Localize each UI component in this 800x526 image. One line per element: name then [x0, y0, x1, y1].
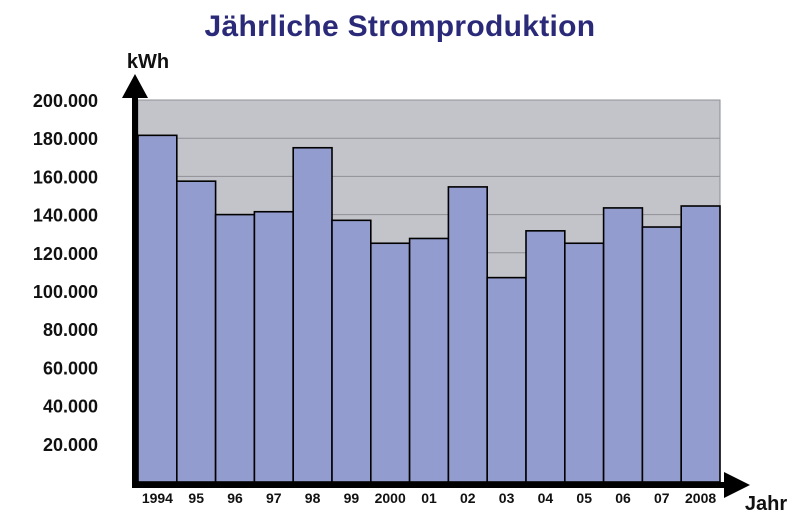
y-tick-labels: 20.000 40.000 60.000 80.000 100.000 120.000 14… [33, 91, 98, 455]
x-tick-labels: 1994 95 96 97 98 99 2000 01 02 03 04 05 06 07 2008 [142, 490, 717, 506]
bar-07 [641, 226, 683, 483]
x-tick-label: 2008 [685, 490, 716, 506]
bar-96 [214, 213, 256, 483]
y-tick-label: 20.000 [43, 435, 98, 455]
bar-98 [292, 146, 333, 483]
bars [137, 134, 721, 483]
bar-02 [447, 186, 488, 483]
bar-04 [525, 230, 566, 483]
x-axis-label: Jahr [745, 493, 787, 515]
y-axis-label: kWh [127, 51, 169, 73]
bar-06 [602, 207, 644, 483]
x-tick-label: 1994 [142, 490, 173, 506]
bar-95 [176, 180, 217, 483]
x-tick-label: 99 [344, 490, 360, 506]
y-tick-label: 200.000 [33, 91, 98, 111]
bar-01 [408, 237, 450, 483]
y-tick-label: 40.000 [43, 397, 98, 417]
x-tick-label: 03 [499, 490, 515, 506]
x-tick-label: 06 [615, 490, 631, 506]
y-tick-label: 100.000 [33, 282, 98, 302]
bar-97 [253, 210, 294, 483]
bar-99 [331, 219, 372, 483]
x-tick-label: 05 [576, 490, 592, 506]
x-tick-label: 97 [266, 490, 282, 506]
x-tick-label: 02 [460, 490, 476, 506]
y-axis-arrow [122, 74, 148, 98]
bar-03 [486, 276, 527, 483]
bar-1994 [137, 134, 178, 483]
chart-title: Jährliche Stromproduktion [204, 10, 596, 43]
y-tick-label: 80.000 [43, 320, 98, 340]
x-tick-label: 2000 [375, 490, 406, 506]
axes [122, 74, 750, 498]
x-tick-label: 95 [188, 490, 204, 506]
y-tick-label: 140.000 [33, 206, 98, 226]
x-tick-label: 98 [305, 490, 321, 506]
x-axis-arrow [724, 472, 750, 498]
bar-2008 [680, 205, 721, 483]
x-tick-label: 01 [421, 490, 437, 506]
y-tick-label: 180.000 [33, 129, 98, 149]
x-tick-label: 96 [227, 490, 243, 506]
bar-2000 [369, 242, 411, 483]
x-tick-label: 04 [538, 490, 554, 506]
y-tick-label: 160.000 [33, 167, 98, 187]
y-tick-label: 60.000 [43, 358, 98, 378]
x-tick-label: 07 [654, 490, 670, 506]
bar-05 [563, 242, 605, 483]
y-tick-label: 120.000 [33, 244, 98, 264]
